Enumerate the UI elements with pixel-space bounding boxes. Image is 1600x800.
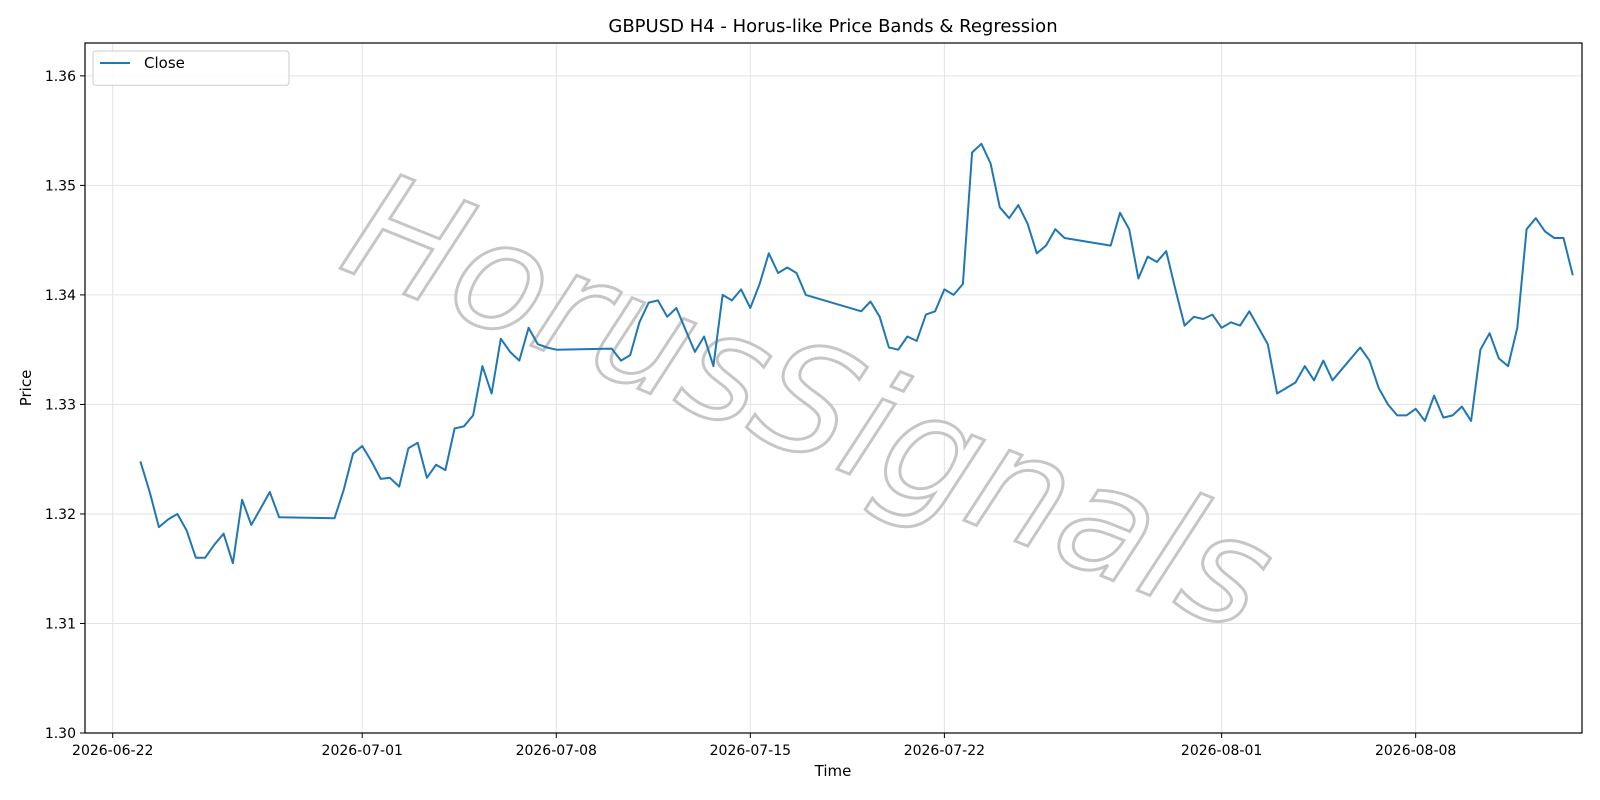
- y-tick-label: 1.31: [45, 616, 76, 632]
- y-tick-label: 1.34: [45, 288, 76, 304]
- series-line-close: [139, 142, 1574, 565]
- x-tick-label: 2026-07-22: [904, 743, 985, 759]
- x-tick-label: 2026-06-22: [72, 743, 153, 759]
- x-axis-ticks: 2026-06-22 2026-07-01 2026-07-08 2026-07-15…: [72, 733, 1456, 759]
- y-tick-label: 1.35: [45, 178, 76, 194]
- x-tick-label: 2026-07-01: [322, 743, 403, 759]
- x-axis-label: Time: [814, 762, 852, 780]
- plot-area-frame: [84, 42, 1583, 734]
- y-axis-ticks: 1.30 1.31 1.32 1.33 1.34 1.35 1.36: [45, 69, 85, 742]
- x-tick-label: 2026-07-15: [710, 743, 791, 759]
- y-axis-label: Price: [17, 370, 35, 407]
- series-lines: [139, 142, 1574, 565]
- y-tick-label: 1.33: [45, 397, 76, 413]
- x-tick-label: 2026-07-08: [516, 743, 597, 759]
- x-tick-label: 2026-08-08: [1375, 743, 1456, 759]
- y-tick-label: 1.36: [45, 69, 76, 85]
- y-tick-label: 1.32: [45, 507, 76, 523]
- legend: Close: [92, 50, 290, 86]
- y-tick-label: 1.30: [45, 726, 76, 742]
- x-tick-label: 2026-08-01: [1181, 743, 1262, 759]
- legend-box: [92, 50, 290, 86]
- legend-label: Close: [144, 54, 185, 72]
- chart-title: GBPUSD H4 - Horus-like Price Bands & Reg…: [608, 16, 1057, 37]
